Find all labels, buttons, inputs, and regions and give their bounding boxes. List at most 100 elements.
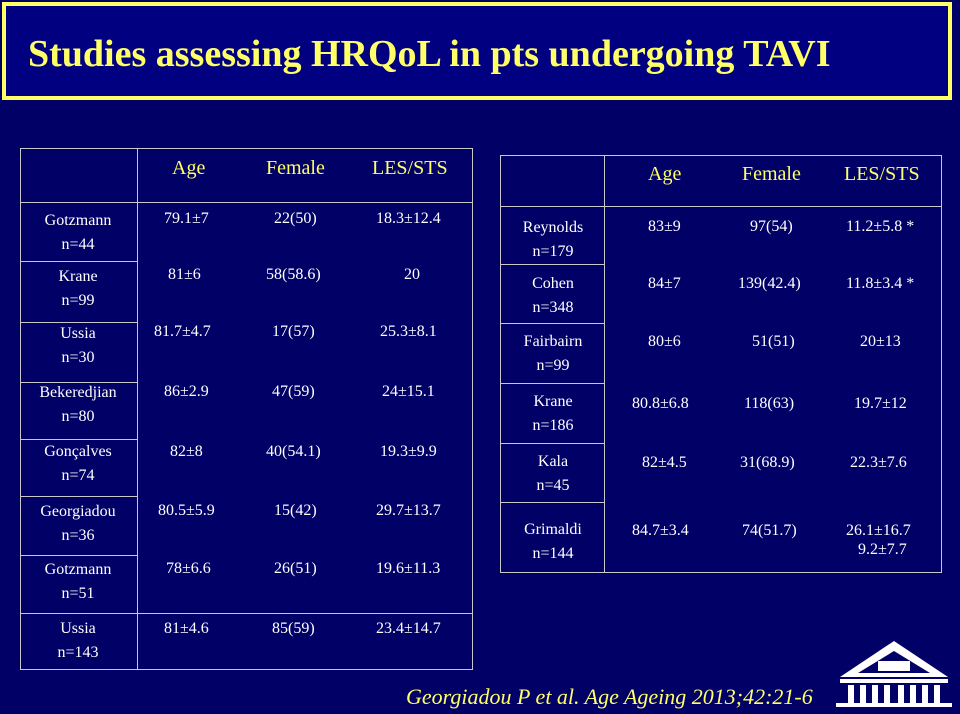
cell-age: 82±8 [170,443,203,460]
cell-les: 19.7±12 [854,395,907,412]
left-row-divider [21,496,137,497]
left-header-female: Female [266,157,325,179]
cell-les: 20 [404,266,420,283]
right-header-female: Female [742,163,801,185]
cell-female: 97(54) [750,218,793,235]
study-author: Bekeredjian [39,384,117,401]
cell-female: 17(57) [272,323,315,340]
study-author: Cohen [532,275,574,292]
cell-age: 81±4.6 [164,620,209,637]
citation: Georgiadou P et al. Age Ageing 2013;42:2… [406,684,813,709]
cell-age: 80.8±6.8 [632,395,689,412]
cell-female: 139(42.4) [738,275,801,292]
cell-les: 18.3±12.4 [376,210,441,227]
study-author: Gotzmann [44,212,112,229]
study-n: n=348 [532,299,574,316]
left-table-header-divider [21,202,472,203]
study-name: Reynolds n=179 [502,216,604,264]
cell-age: 86±2.9 [164,383,209,400]
cell-age: 84.7±3.4 [632,522,689,539]
study-n: n=80 [61,408,95,425]
study-name: Ussia n=30 [22,322,134,370]
study-author: Georgiadou [40,503,116,520]
right-header-les-sts: LES/STS [844,163,920,185]
cell-les: 25.3±8.1 [380,323,437,340]
cell-age: 78±6.6 [166,560,211,577]
study-author: Gonçalves [44,443,112,460]
left-row-divider [21,322,137,323]
left-row-divider [21,613,472,614]
study-n: n=36 [61,527,95,544]
cell-female: 15(42) [274,502,317,519]
right-row-divider [501,323,604,324]
right-header-age: Age [648,163,682,185]
cell-age: 81.7±4.7 [154,323,211,340]
study-author: Grimaldi [524,521,582,538]
study-name: Ussia n=143 [22,617,134,665]
study-author: Ussia [60,325,96,342]
left-table [20,148,473,670]
right-table [500,155,942,573]
left-row-divider [21,439,137,440]
cell-female: 51(51) [752,333,795,350]
study-n: n=45 [536,477,570,494]
cell-les-second: 9.2±7.7 [858,541,907,558]
left-row-divider [21,261,137,262]
study-n: n=99 [61,292,95,309]
cell-age: 80±6 [648,333,681,350]
cell-female: 47(59) [272,383,315,400]
cell-female: 31(68.9) [740,454,795,471]
study-name: Georgiadou n=36 [22,500,134,548]
cell-age: 79.1±7 [164,210,209,227]
study-name: Cohen n=348 [502,272,604,320]
study-n: n=99 [536,357,570,374]
study-name: Gotzmann n=44 [22,209,134,257]
study-author: Fairbairn [523,333,583,350]
cell-les: 29.7±13.7 [376,502,441,519]
left-header-age: Age [172,157,206,179]
study-name: Gotzmann n=51 [22,558,134,606]
building-logo-icon [834,637,954,714]
page-title: Studies assessing HRQoL in pts undergoin… [28,33,831,75]
cell-les: 19.3±9.9 [380,443,437,460]
study-n: n=144 [532,545,574,562]
cell-age: 82±4.5 [642,454,687,471]
right-row-divider [501,443,604,444]
study-n: n=51 [61,585,95,602]
study-n: n=30 [61,349,95,366]
cell-female: 22(50) [274,210,317,227]
study-author: Ussia [60,620,96,637]
study-name: Grimaldi n=144 [502,518,604,566]
study-n: n=143 [57,644,99,661]
left-header-les-sts: LES/STS [372,157,448,179]
right-row-divider [501,264,604,265]
study-name: Fairbairn n=99 [502,330,604,378]
cell-les: 22.3±7.6 [850,454,907,471]
left-row-divider [21,382,137,383]
cell-les: 26.1±16.7 [846,522,911,539]
left-row-divider [21,555,137,556]
study-n: n=179 [532,243,574,260]
cell-les: 20±13 [860,333,901,350]
cell-female: 74(51.7) [742,522,797,539]
right-table-header-divider [501,206,941,207]
cell-les: 23.4±14.7 [376,620,441,637]
right-table-col-divider [604,156,605,572]
study-name: Krane n=186 [502,390,604,438]
title-banner: Studies assessing HRQoL in pts undergoin… [2,2,952,100]
cell-female: 118(63) [744,395,795,412]
cell-les: 11.8±3.4 * [846,275,915,292]
study-n: n=44 [61,236,95,253]
left-table-col-divider [137,149,138,669]
right-row-divider [501,502,604,503]
study-name: Kala n=45 [502,450,604,498]
right-row-divider [501,383,604,384]
cell-female: 58(58.6) [266,266,321,283]
cell-les: 19.6±11.3 [376,560,441,577]
cell-female: 40(54.1) [266,443,321,460]
study-author: Gotzmann [44,561,112,578]
study-name: Krane n=99 [22,265,134,313]
cell-female: 26(51) [274,560,317,577]
cell-female: 85(59) [272,620,315,637]
cell-age: 84±7 [648,275,681,292]
